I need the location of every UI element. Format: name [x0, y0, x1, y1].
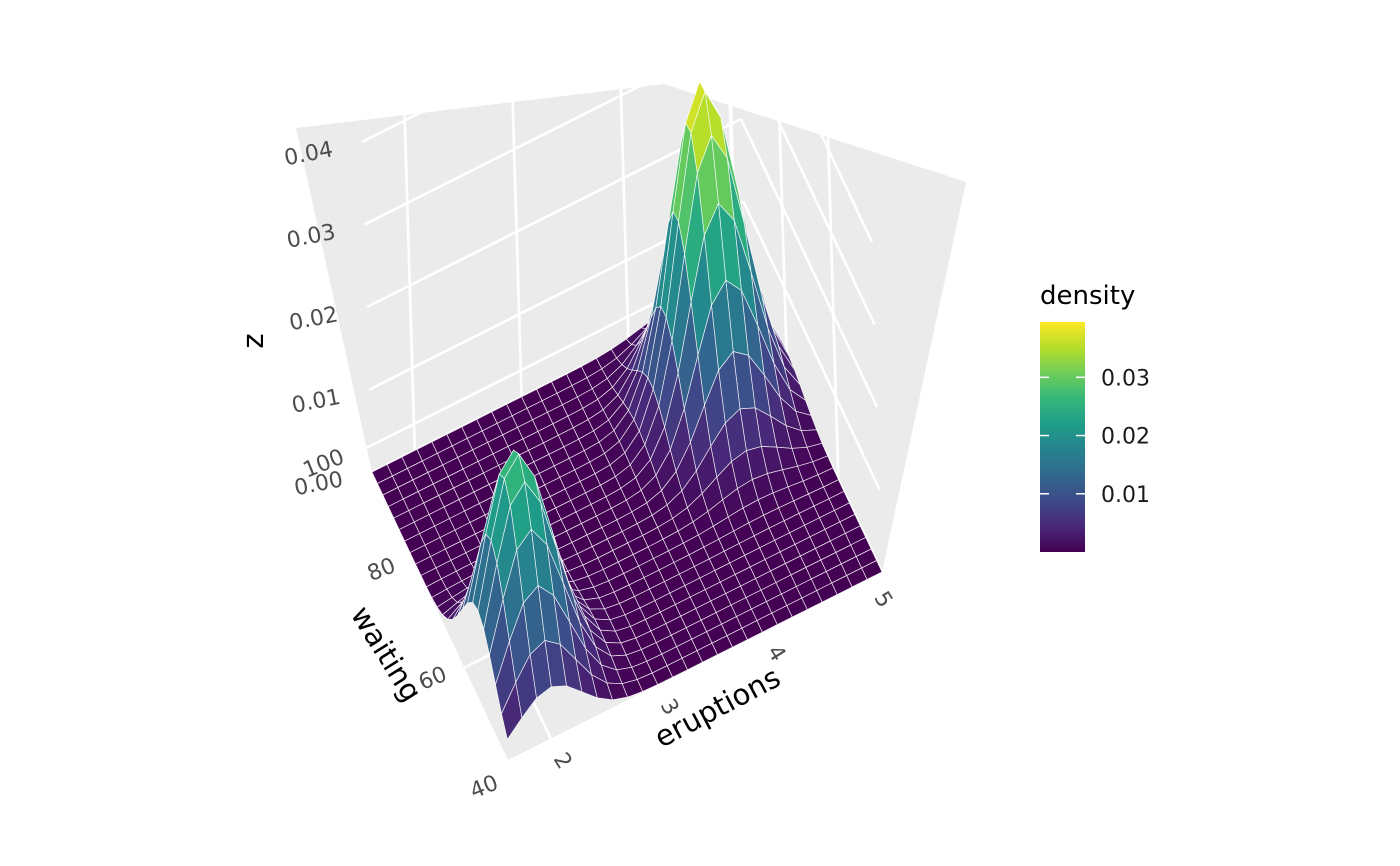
- x-tick-label: 2: [548, 749, 577, 774]
- z-tick-label: 0.01: [290, 385, 343, 419]
- legend-title: density: [1040, 281, 1135, 311]
- y-tick-label: 40: [467, 771, 502, 805]
- y-tick-label: 80: [364, 553, 399, 587]
- legend-tick-label: 0.01: [1101, 483, 1150, 508]
- y-axis-title: waiting: [344, 600, 429, 708]
- legend-colorbar: [1040, 322, 1085, 552]
- color-legend: density 0.01 0.02 0.03: [1040, 281, 1150, 552]
- legend-ticks: 0.01 0.02 0.03: [1040, 366, 1150, 508]
- z-tick-label: 0.02: [287, 302, 340, 336]
- density-surface: [371, 80, 883, 741]
- legend-tick-label: 0.02: [1101, 425, 1150, 450]
- surface-cell: [501, 681, 523, 741]
- legend-tick-label: 0.03: [1101, 366, 1150, 391]
- z-axis-title: z: [236, 333, 270, 348]
- x-tick-label: 5: [869, 587, 898, 612]
